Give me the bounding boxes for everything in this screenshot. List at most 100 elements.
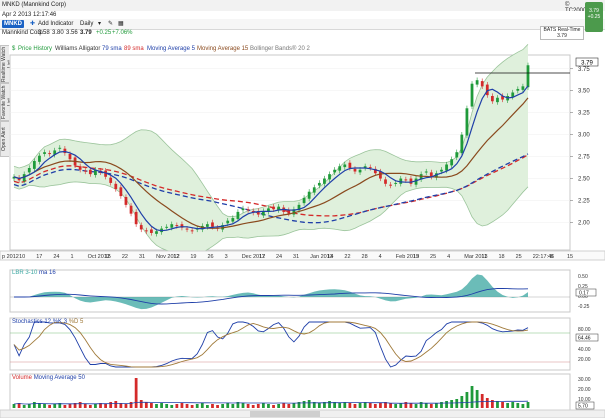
volume-bar[interactable] bbox=[221, 404, 225, 408]
candle-body[interactable] bbox=[323, 178, 326, 184]
candle-body[interactable] bbox=[43, 152, 46, 154]
candle-body[interactable] bbox=[414, 178, 418, 185]
volume-bar[interactable] bbox=[63, 405, 67, 408]
volume-bar[interactable] bbox=[363, 402, 367, 408]
candle-body[interactable] bbox=[496, 97, 499, 103]
candle-body[interactable] bbox=[27, 168, 31, 173]
legend-ma5[interactable]: Moving Average 5 bbox=[147, 46, 195, 52]
candle-body[interactable] bbox=[246, 209, 250, 211]
volume-bar[interactable] bbox=[419, 402, 423, 408]
volume-bar[interactable] bbox=[17, 403, 21, 408]
volume-bar[interactable] bbox=[241, 403, 245, 408]
volume-bar[interactable] bbox=[155, 404, 158, 408]
volume-bar[interactable] bbox=[445, 401, 448, 408]
timeframe-select[interactable]: Daily bbox=[80, 21, 94, 27]
volume-bar[interactable] bbox=[455, 399, 459, 408]
candle-body[interactable] bbox=[63, 148, 67, 154]
volume-bar[interactable] bbox=[150, 403, 153, 408]
volume-bar[interactable] bbox=[516, 403, 520, 408]
candle-body[interactable] bbox=[312, 187, 316, 193]
candle-body[interactable] bbox=[165, 226, 169, 228]
candle-body[interactable] bbox=[379, 171, 382, 179]
candle-body[interactable] bbox=[353, 168, 357, 172]
candle-body[interactable] bbox=[78, 166, 82, 170]
volume-bar[interactable] bbox=[124, 404, 128, 408]
legend-sma79[interactable]: 79 sma bbox=[102, 46, 122, 52]
candle-body[interactable] bbox=[144, 230, 148, 232]
volume-bar[interactable] bbox=[475, 390, 479, 408]
volume-bar[interactable] bbox=[261, 403, 265, 408]
volume-bar[interactable] bbox=[12, 404, 16, 408]
volume-bar[interactable] bbox=[109, 402, 113, 408]
candle-body[interactable] bbox=[435, 173, 438, 178]
volume-bar[interactable] bbox=[114, 401, 118, 408]
candle-body[interactable] bbox=[445, 164, 448, 171]
chevron-down-icon[interactable]: ▾ bbox=[98, 21, 102, 27]
volume-bar[interactable] bbox=[88, 405, 92, 408]
volume-bar[interactable] bbox=[292, 403, 296, 408]
volume-bar[interactable] bbox=[317, 403, 321, 408]
volume-bar[interactable] bbox=[409, 403, 413, 408]
legend-alligator[interactable]: Williams Alligator bbox=[55, 46, 101, 52]
candle-body[interactable] bbox=[58, 147, 62, 149]
candle-body[interactable] bbox=[450, 159, 454, 166]
candle-body[interactable] bbox=[516, 88, 520, 91]
candle-body[interactable] bbox=[485, 84, 489, 96]
candle-body[interactable] bbox=[373, 168, 377, 174]
volume-bar[interactable] bbox=[379, 403, 382, 408]
candle-body[interactable] bbox=[480, 81, 484, 87]
volume-bar[interactable] bbox=[175, 404, 179, 408]
candle-body[interactable] bbox=[358, 169, 362, 173]
candle-body[interactable] bbox=[139, 225, 143, 230]
volume-bar[interactable] bbox=[424, 403, 428, 408]
stoch-header[interactable]: Stochastics 12 %K 3 %D 5 bbox=[12, 319, 83, 326]
volume-bar[interactable] bbox=[501, 402, 504, 408]
volume-bar[interactable] bbox=[394, 404, 398, 408]
volume-bar[interactable] bbox=[185, 404, 189, 408]
volume-bar[interactable] bbox=[129, 402, 133, 408]
candle-body[interactable] bbox=[38, 155, 41, 162]
volume-bar[interactable] bbox=[389, 403, 392, 408]
candle-body[interactable] bbox=[399, 178, 403, 184]
volume-bar[interactable] bbox=[302, 401, 306, 408]
candle-body[interactable] bbox=[317, 182, 321, 186]
volume-bar[interactable] bbox=[333, 402, 336, 408]
candle-body[interactable] bbox=[226, 220, 230, 224]
candle-body[interactable] bbox=[241, 208, 245, 211]
candle-body[interactable] bbox=[297, 204, 301, 211]
volume-bar[interactable] bbox=[165, 404, 169, 408]
volume-bar[interactable] bbox=[450, 400, 454, 408]
candle-body[interactable] bbox=[190, 230, 194, 232]
volume-bar[interactable] bbox=[373, 404, 377, 408]
add-indicator-button[interactable]: Add Indicator bbox=[38, 21, 74, 27]
symbol-badge[interactable]: MNKD bbox=[2, 20, 24, 28]
volume-bar[interactable] bbox=[43, 404, 46, 408]
candle-body[interactable] bbox=[32, 160, 36, 169]
volume-bar[interactable] bbox=[368, 403, 372, 408]
volume-bar[interactable] bbox=[38, 403, 41, 408]
scrollbar-thumb[interactable] bbox=[250, 411, 320, 417]
volume-bar[interactable] bbox=[490, 400, 494, 408]
candle-body[interactable] bbox=[94, 169, 97, 176]
volume-header[interactable]: Volume Moving Average 50 bbox=[12, 375, 85, 382]
volume-bar[interactable] bbox=[73, 403, 77, 408]
candle-body[interactable] bbox=[53, 150, 57, 155]
candle-body[interactable] bbox=[129, 205, 133, 214]
candle-body[interactable] bbox=[261, 211, 265, 216]
volume-bar[interactable] bbox=[272, 405, 275, 408]
candle-body[interactable] bbox=[12, 176, 16, 179]
candle-body[interactable] bbox=[170, 224, 174, 228]
volume-bar[interactable] bbox=[353, 404, 357, 408]
candle-body[interactable] bbox=[526, 65, 530, 88]
volume-bar[interactable] bbox=[119, 403, 123, 408]
candle-body[interactable] bbox=[501, 96, 504, 100]
candle-body[interactable] bbox=[109, 177, 113, 183]
candle-body[interactable] bbox=[363, 166, 367, 168]
volume-bar[interactable] bbox=[429, 404, 433, 408]
volume-bar[interactable] bbox=[236, 402, 240, 408]
candle-body[interactable] bbox=[236, 211, 240, 219]
volume-bar[interactable] bbox=[104, 404, 107, 408]
volume-bar[interactable] bbox=[358, 403, 362, 408]
volume-bar[interactable] bbox=[231, 404, 235, 408]
lbr-header[interactable]: LBR 3-10 ma 16 bbox=[12, 270, 56, 277]
